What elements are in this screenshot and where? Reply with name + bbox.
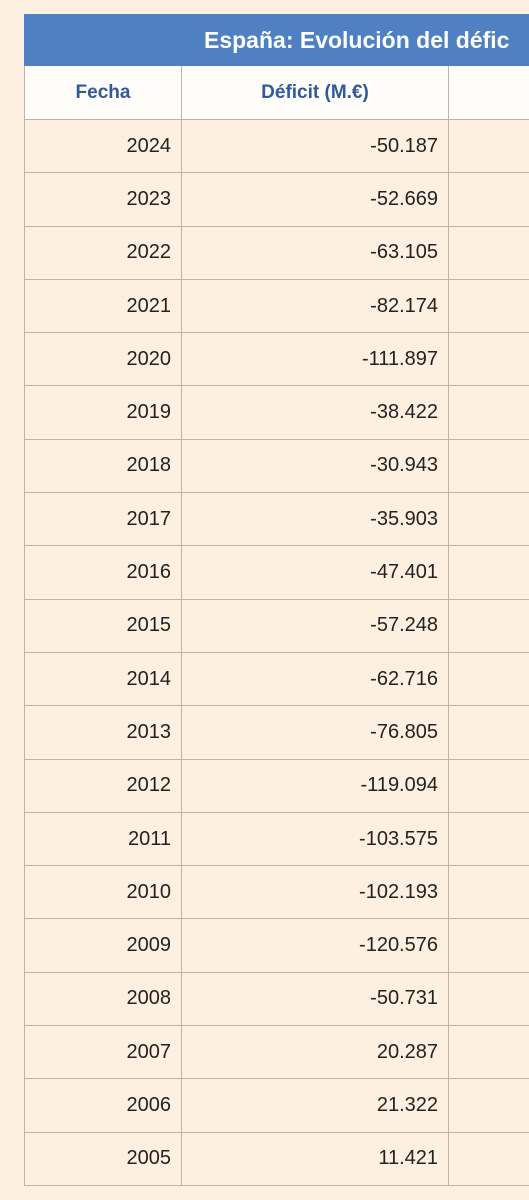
table-cell-clipped [448, 226, 529, 279]
header-row: Fecha Déficit (M.€) [24, 66, 529, 120]
table-cell-clipped [448, 706, 529, 759]
table-cell: -35.903 [181, 493, 448, 546]
table-cell: -120.576 [181, 919, 448, 972]
table-row: 2019 -38.422 [24, 386, 529, 440]
table-cell: -62.716 [181, 652, 448, 706]
table-cell: 2006 [24, 1079, 181, 1132]
table-cell: -50.187 [181, 120, 448, 173]
table-cell-clipped [448, 1132, 529, 1185]
table-cell: 21.322 [181, 1079, 448, 1132]
table-cell: -76.805 [181, 706, 448, 759]
table-cell: 2014 [24, 652, 181, 706]
table-cell-clipped [448, 439, 529, 493]
table-cell: -57.248 [181, 599, 448, 652]
table-row: 2014 -62.716 [24, 652, 529, 707]
table-row: 2024 -50.187 [24, 120, 529, 174]
table-cell-clipped [448, 919, 529, 972]
table-cell: 11.421 [181, 1132, 448, 1185]
table-cell: -102.193 [181, 866, 448, 919]
table-cell-clipped [448, 599, 529, 652]
table-row: 2016 -47.401 [24, 546, 529, 600]
table-title: España: Evolución del défic [24, 14, 529, 66]
table-cell: 2010 [24, 866, 181, 919]
table-cell: 2022 [24, 226, 181, 279]
table-cell: -82.174 [181, 279, 448, 333]
table-cell: 2015 [24, 599, 181, 652]
table-cell-clipped [448, 1079, 529, 1132]
table-row: 2013 -76.805 [24, 706, 529, 760]
table-row: 2021 -82.174 [24, 279, 529, 334]
table-cell-clipped [448, 333, 529, 386]
table-cell: -111.897 [181, 333, 448, 386]
table-row: 2012 -119.094 [24, 759, 529, 813]
table-cell: 20.287 [181, 1026, 448, 1079]
table-cell-clipped [448, 546, 529, 599]
column-header: Fecha [24, 66, 181, 119]
table-row: 2022 -63.105 [24, 226, 529, 280]
table-row: 2023 -52.669 [24, 173, 529, 227]
table-cell: 2018 [24, 439, 181, 493]
table-cell: 2011 [24, 812, 181, 866]
table-row: 2017 -35.903 [24, 493, 529, 547]
table-cell-clipped [448, 759, 529, 812]
table-row: 2007 20.287 [24, 1026, 529, 1080]
table-cell: 2012 [24, 759, 181, 812]
table-cell-clipped [448, 652, 529, 706]
table-cell-clipped [448, 866, 529, 919]
table-cell: 2024 [24, 120, 181, 173]
table-cell: 2009 [24, 919, 181, 972]
table-cell-clipped [448, 1026, 529, 1079]
table-cell: -47.401 [181, 546, 448, 599]
table-row: 2010 -102.193 [24, 866, 529, 920]
table-cell-clipped [448, 173, 529, 226]
table-cell: -38.422 [181, 386, 448, 439]
table-cell-clipped [448, 120, 529, 173]
table-row: 2015 -57.248 [24, 599, 529, 653]
column-header-clipped [448, 66, 529, 119]
table-cell: 2020 [24, 333, 181, 386]
table-row: 2011 -103.575 [24, 812, 529, 867]
table-row: 2020 -111.897 [24, 333, 529, 387]
table-row: 2009 -120.576 [24, 919, 529, 973]
table-container: España: Evolución del défic Fecha Déficit… [24, 14, 529, 1200]
table-cell: 2016 [24, 546, 181, 599]
table-cell: 2005 [24, 1132, 181, 1185]
column-header: Déficit (M.€) [181, 66, 448, 119]
table-cell: -52.669 [181, 173, 448, 226]
table-row: 2006 21.322 [24, 1079, 529, 1133]
table-cell: 2023 [24, 173, 181, 226]
table-cell: 2008 [24, 972, 181, 1026]
table-cell: -63.105 [181, 226, 448, 279]
table-cell-clipped [448, 812, 529, 866]
table-cell-clipped [448, 279, 529, 333]
table-cell: 2017 [24, 493, 181, 546]
table-cell-clipped [448, 386, 529, 439]
table-cell: -30.943 [181, 439, 448, 493]
table-cell: -119.094 [181, 759, 448, 812]
table-cell-clipped [448, 972, 529, 1026]
table-cell: 2013 [24, 706, 181, 759]
table-cell: 2019 [24, 386, 181, 439]
table-cell: -103.575 [181, 812, 448, 866]
table-cell: 2021 [24, 279, 181, 333]
table-cell: 2007 [24, 1026, 181, 1079]
table-row: 2008 -50.731 [24, 972, 529, 1027]
table-row: 2005 11.421 [24, 1132, 529, 1186]
table-cell-clipped [448, 493, 529, 546]
table-row: 2018 -30.943 [24, 439, 529, 494]
table-cell: -50.731 [181, 972, 448, 1026]
table: Fecha Déficit (M.€) 2024 -50.187 2023 -52.669… [24, 66, 529, 1186]
